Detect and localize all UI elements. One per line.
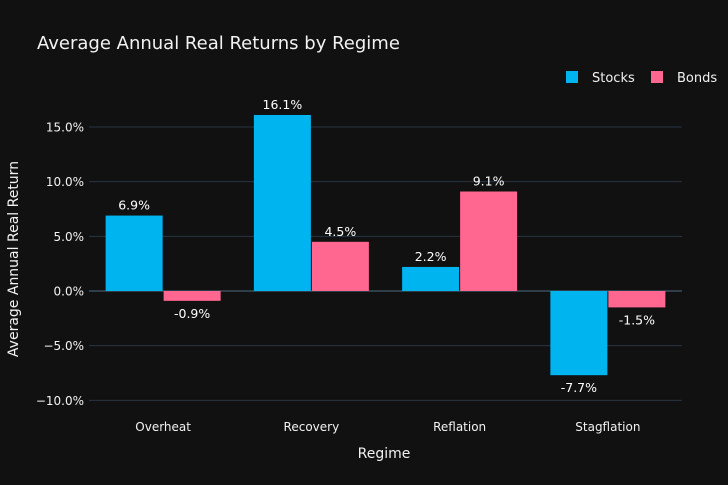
- y-tick-label: −5.0%: [43, 339, 84, 353]
- bar-bonds-overheat[interactable]: [163, 291, 221, 301]
- x-tick-label: Overheat: [135, 420, 191, 434]
- y-tick-label: −10.0%: [36, 394, 84, 408]
- x-tick-label: Recovery: [284, 420, 340, 434]
- data-label: -0.9%: [174, 306, 210, 321]
- legend-swatch: [566, 71, 578, 83]
- data-label: 9.1%: [473, 174, 505, 189]
- y-tick-label: 15.0%: [46, 121, 84, 135]
- data-label: -1.5%: [619, 312, 655, 327]
- data-label: 16.1%: [263, 97, 303, 112]
- bar-stocks-recovery[interactable]: [253, 114, 311, 292]
- data-label: -7.7%: [561, 380, 597, 395]
- y-tick-label: 10.0%: [46, 175, 84, 189]
- data-labels: 6.9% -0.9% 16.1% 4.5% 2.2% 9.1% -7.7% -1.5%: [118, 97, 655, 395]
- legend-label: Bonds: [677, 71, 717, 86]
- legend-item-stocks[interactable]: Stocks: [566, 71, 635, 86]
- legend[interactable]: Stocks Bonds: [566, 71, 717, 86]
- chart-title: Average Annual Real Returns by Regime: [37, 33, 400, 54]
- bars: [105, 114, 666, 376]
- y-tick-label: 5.0%: [54, 230, 85, 244]
- data-label: 4.5%: [324, 224, 356, 239]
- bar-bonds-recovery[interactable]: [311, 241, 369, 291]
- x-tick-label: Stagflation: [575, 420, 640, 434]
- bar-bonds-reflation[interactable]: [460, 191, 518, 291]
- legend-item-bonds[interactable]: Bonds: [651, 71, 717, 86]
- legend-label: Stocks: [592, 71, 635, 86]
- y-tick-label: 0.0%: [54, 285, 85, 299]
- bar-stocks-reflation[interactable]: [402, 266, 460, 291]
- legend-swatch: [651, 71, 663, 83]
- x-axis-label: Regime: [358, 446, 411, 462]
- x-tick-label: Reflation: [433, 420, 486, 434]
- bar-stocks-stagflation[interactable]: [550, 291, 608, 376]
- bar-stocks-overheat[interactable]: [105, 215, 163, 291]
- data-label: 6.9%: [118, 198, 150, 213]
- bar-bonds-stagflation[interactable]: [608, 291, 666, 308]
- y-axis-label: Average Annual Real Return: [6, 161, 22, 357]
- y-axis-ticks: −10.0% −5.0% 0.0% 5.0% 10.0% 15.0%: [36, 121, 84, 408]
- data-label: 2.2%: [415, 249, 447, 264]
- x-axis-ticks: Overheat Recovery Reflation Stagflation: [135, 420, 640, 434]
